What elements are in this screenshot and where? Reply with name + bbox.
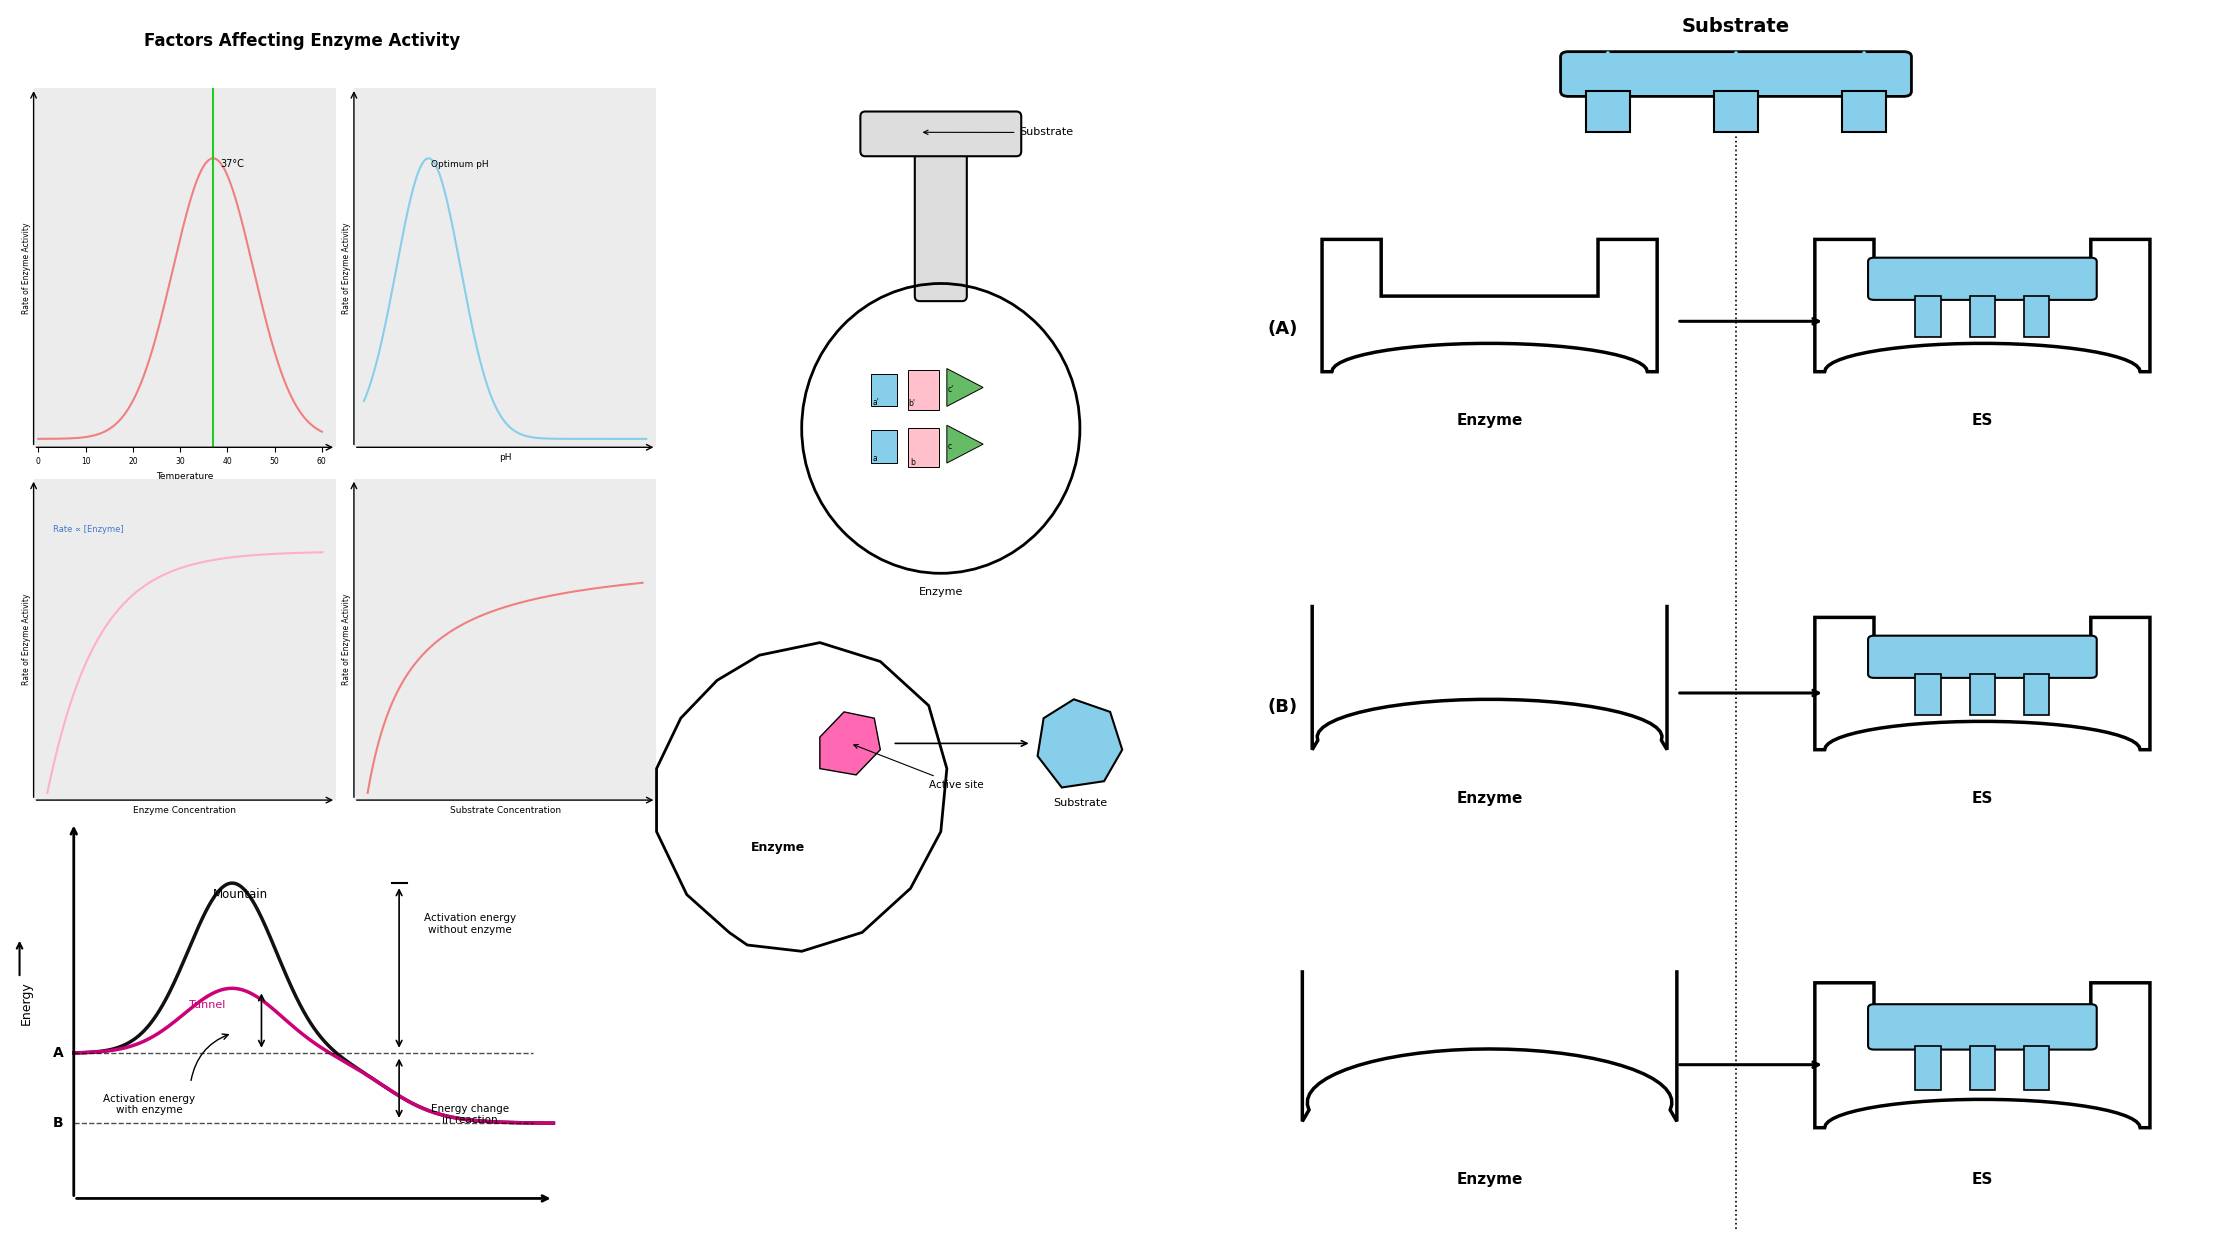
FancyBboxPatch shape <box>860 111 1021 156</box>
Text: c: c <box>948 441 952 451</box>
Text: 37°C: 37°C <box>220 159 244 169</box>
Text: ES: ES <box>1971 413 1994 428</box>
Text: a': a' <box>871 398 880 407</box>
Bar <box>1714 92 1758 132</box>
Text: Rate ∝ [Enzyme]: Rate ∝ [Enzyme] <box>54 525 123 534</box>
Text: (A): (A) <box>1268 320 1299 338</box>
Text: Substrate: Substrate <box>923 127 1073 137</box>
FancyBboxPatch shape <box>1561 52 1911 96</box>
Text: A: A <box>54 1046 63 1060</box>
Bar <box>1915 296 1942 336</box>
Bar <box>907 370 939 410</box>
Text: Energy change
in reaction: Energy change in reaction <box>430 1104 508 1125</box>
Bar <box>1915 674 1942 714</box>
X-axis label: Temperature: Temperature <box>157 471 213 480</box>
Text: Enzyme: Enzyme <box>918 587 963 597</box>
Text: Factors Affecting Enzyme Activity: Factors Affecting Enzyme Activity <box>143 32 461 49</box>
Text: c': c' <box>948 384 954 394</box>
Text: ES: ES <box>1971 1172 1994 1187</box>
Text: Energy: Energy <box>20 982 34 1024</box>
Text: Enzyme: Enzyme <box>750 840 804 853</box>
Bar <box>1969 1046 1996 1090</box>
Text: Substrate: Substrate <box>1053 799 1107 809</box>
Text: (B): (B) <box>1268 698 1297 716</box>
Bar <box>1586 92 1628 132</box>
Text: ES: ES <box>1971 791 1994 806</box>
Text: B: B <box>54 1116 63 1130</box>
Bar <box>1969 296 1996 336</box>
FancyBboxPatch shape <box>914 127 968 301</box>
Bar <box>871 431 896 462</box>
Polygon shape <box>948 368 983 406</box>
Text: Activation energy
with enzyme: Activation energy with enzyme <box>103 1094 195 1115</box>
FancyBboxPatch shape <box>1868 258 2097 300</box>
Text: a: a <box>871 454 878 464</box>
Text: Tunnel: Tunnel <box>188 1000 226 1011</box>
Bar <box>2023 674 2050 714</box>
Polygon shape <box>1037 699 1122 788</box>
X-axis label: Enzyme Concentration: Enzyme Concentration <box>134 805 235 815</box>
X-axis label: Substrate Concentration: Substrate Concentration <box>450 805 560 815</box>
Text: Substrate: Substrate <box>1682 16 1790 35</box>
Bar <box>871 373 896 406</box>
Text: Mountain: Mountain <box>213 888 269 901</box>
Bar <box>907 428 939 467</box>
Text: Optimum pH: Optimum pH <box>430 160 488 169</box>
Text: Active site: Active site <box>853 745 983 790</box>
Text: Enzyme: Enzyme <box>1456 1172 1523 1187</box>
Polygon shape <box>948 426 983 462</box>
Y-axis label: Rate of Enzyme Activity: Rate of Enzyme Activity <box>343 222 352 314</box>
FancyBboxPatch shape <box>1868 635 2097 678</box>
Polygon shape <box>820 712 880 775</box>
Text: Enzyme: Enzyme <box>1456 413 1523 428</box>
Text: Enzyme: Enzyme <box>1456 791 1523 806</box>
Y-axis label: Rate of Enzyme Activity: Rate of Enzyme Activity <box>22 593 31 685</box>
Bar <box>2023 1046 2050 1090</box>
Bar <box>2023 296 2050 336</box>
Y-axis label: Rate of Enzyme Activity: Rate of Enzyme Activity <box>343 593 352 685</box>
X-axis label: pH: pH <box>500 452 511 462</box>
Bar <box>1915 1046 1942 1090</box>
Text: b: b <box>909 457 916 467</box>
Text: b': b' <box>909 399 916 408</box>
Y-axis label: Rate of Enzyme Activity: Rate of Enzyme Activity <box>22 222 31 314</box>
Text: Activation energy
without enzyme: Activation energy without enzyme <box>423 914 515 935</box>
Bar <box>1844 92 1886 132</box>
Polygon shape <box>656 643 948 951</box>
Bar <box>1969 674 1996 714</box>
FancyBboxPatch shape <box>1868 1004 2097 1050</box>
